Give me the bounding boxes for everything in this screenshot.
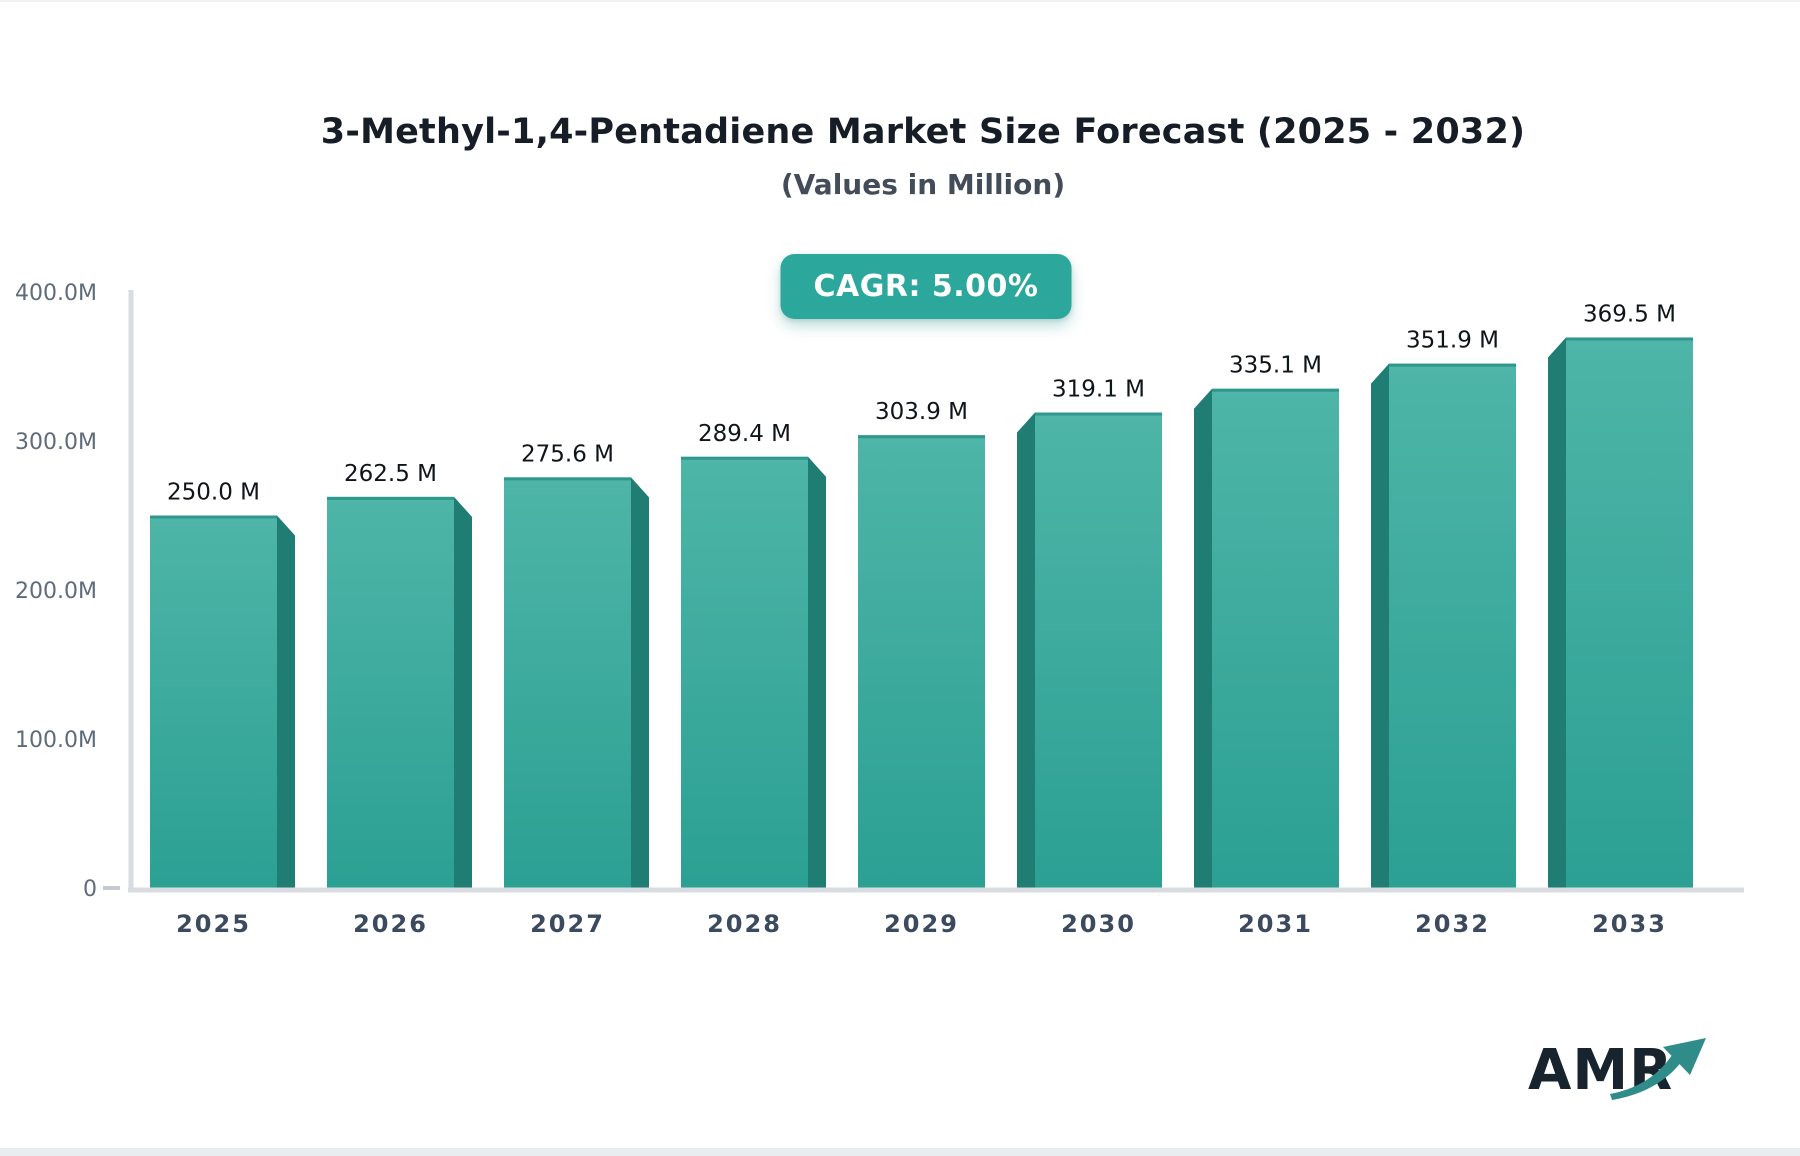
bar-value-label: 289.4 M — [698, 421, 791, 447]
bar-value-label: 303.9 M — [875, 399, 968, 425]
x-tick-label: 2025 — [176, 910, 251, 938]
x-tick-label: 2032 — [1415, 910, 1490, 938]
x-tick-label: 2030 — [1061, 910, 1136, 938]
y-tick-label: 0 — [83, 877, 97, 902]
bar-2030 — [1035, 412, 1162, 888]
y-tick-label: 200.0M — [15, 579, 97, 604]
bar-2033 — [1566, 337, 1693, 888]
x-tick-label: 2027 — [530, 910, 605, 938]
bar-side-2033 — [1548, 337, 1566, 888]
bar-2027 — [504, 477, 631, 888]
growth-arrow-icon — [1610, 1038, 1706, 1100]
x-tick-label: 2026 — [353, 910, 428, 938]
bar-value-label: 250.0 M — [167, 480, 260, 506]
chart-subtitle: (Values in Million) — [780, 168, 1066, 201]
bar-chart-canvas: 250.0 M 2025 262.5 M 2026 275.6 M 2027 289.4 M… — [15, 281, 1744, 938]
bar-side-2031 — [1194, 388, 1212, 888]
bar-value-label: 275.6 M — [521, 441, 614, 467]
bar-value-label: 351.9 M — [1406, 328, 1499, 354]
amr-logo: AMR — [1528, 1032, 1718, 1122]
cagr-badge: CAGR: 5.00% — [780, 254, 1072, 319]
x-tick-label: 2033 — [1592, 910, 1667, 938]
x-tick-label: 2028 — [707, 910, 782, 938]
bar-value-label: 262.5 M — [344, 461, 437, 487]
bar-2028 — [681, 456, 808, 888]
bar-value-label: 335.1 M — [1229, 353, 1322, 379]
bar-side-2028 — [808, 456, 826, 888]
y-tick-label: 100.0M — [15, 728, 97, 753]
bar-side-2032 — [1371, 363, 1389, 888]
chart-title: 3-Methyl-1,4-Pentadiene Market Size Fore… — [320, 112, 1526, 152]
bar-side-2030 — [1017, 412, 1035, 888]
bar-value-label: 369.5 M — [1583, 301, 1676, 327]
footer-divider — [0, 1148, 1800, 1156]
bar-2032 — [1389, 363, 1516, 888]
y-tick-label: 400.0M — [15, 281, 97, 306]
y-tick-label: 300.0M — [15, 430, 97, 455]
x-tick-label: 2029 — [884, 910, 959, 938]
amr-logo-text: AMR — [1528, 1038, 1674, 1103]
bar-2025 — [150, 515, 277, 888]
bar-side-2027 — [631, 477, 649, 888]
bar-value-label: 319.1 M — [1052, 377, 1145, 403]
x-tick-label: 2031 — [1238, 910, 1313, 938]
bar-2031 — [1212, 388, 1339, 888]
bar-2029 — [858, 435, 985, 888]
bar-side-2026 — [454, 496, 472, 888]
bar-2026 — [327, 496, 454, 888]
bar-side-2025 — [277, 515, 295, 888]
